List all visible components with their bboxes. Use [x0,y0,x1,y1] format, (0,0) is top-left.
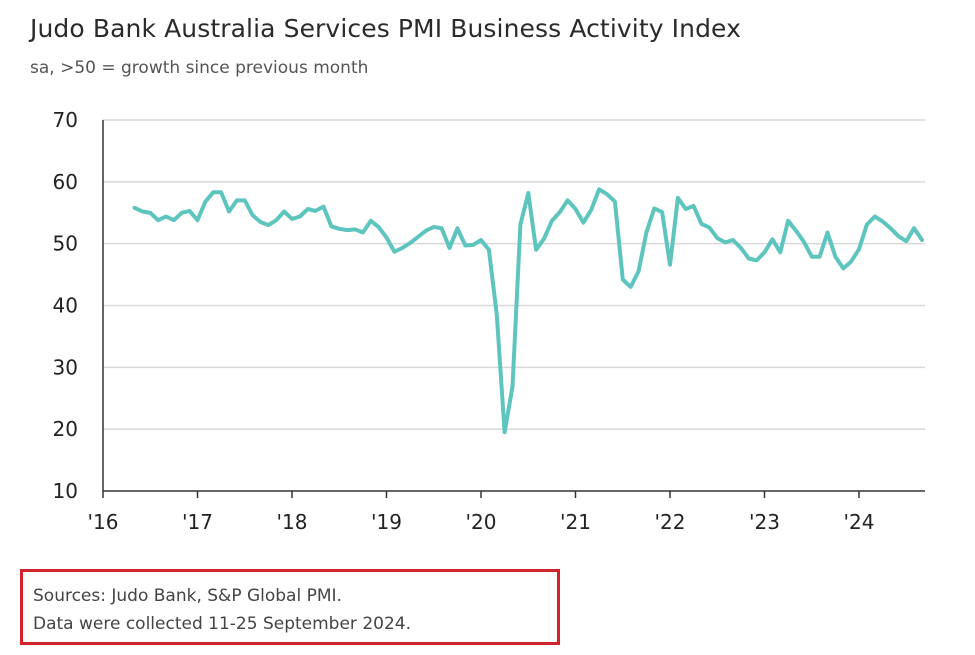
y-tick-label: 10 [53,479,78,503]
line-chart: 70 60 50 40 30 20 10 '16 '17 '18 '19 '20 '21 '22 '23 '2… [53,108,925,534]
y-tick-label: 60 [53,170,78,194]
sources-box: Sources: Judo Bank, S&P Global PMI. Data… [20,569,560,645]
sources-text: Sources: Judo Bank, S&P Global PMI. [33,586,342,606]
x-tick-label: '20 [466,510,497,534]
y-tick-label: 20 [53,417,78,441]
x-tick-label: '18 [277,510,308,534]
y-tick-label: 70 [53,108,78,132]
series-line [132,187,924,435]
chart-subtitle: sa, >50 = growth since previous month [30,58,369,78]
y-tick-label: 30 [53,355,78,379]
x-tick-label: '22 [655,510,686,534]
y-tick-label: 50 [53,232,78,256]
x-tick-label: '17 [182,510,213,534]
x-tick-label: '21 [560,510,591,534]
x-tick-label: '19 [371,510,402,534]
collection-text: Data were collected 11-25 September 2024… [33,614,411,634]
chart-title: Judo Bank Australia Services PMI Busines… [30,14,741,43]
x-tick-label: '16 [88,510,119,534]
y-tick-label: 40 [53,294,78,318]
x-tick-label: '23 [749,510,780,534]
x-tick-label: '24 [844,510,875,534]
